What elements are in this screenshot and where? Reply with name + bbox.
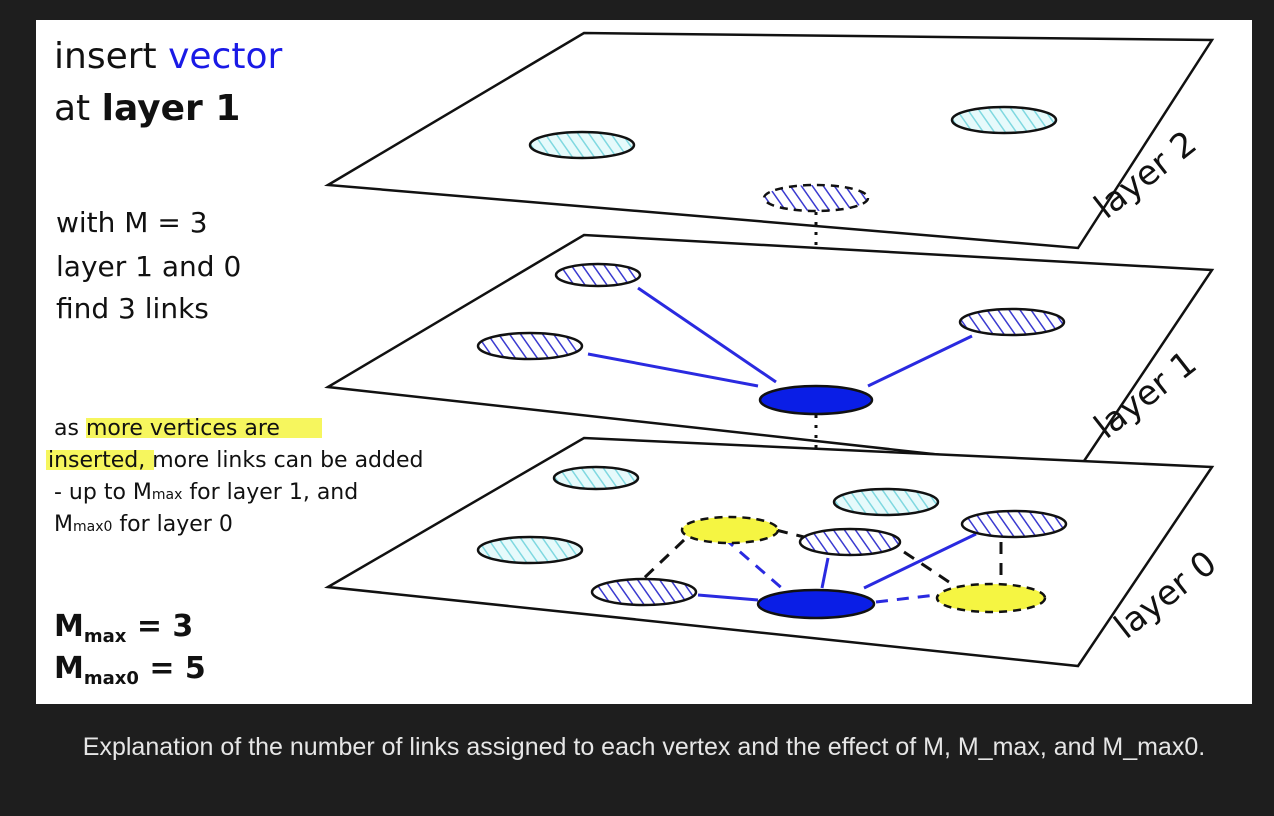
- layer0-vertex-6: [590, 577, 698, 607]
- mmax-m: M: [54, 609, 84, 644]
- layer1-link-3: [867, 334, 973, 388]
- note-up-to: - up to M: [54, 480, 152, 505]
- layer0-vertex-5: [960, 509, 1068, 539]
- note-line-2: inserted, more links can be added: [48, 448, 423, 473]
- note-highlight-2: inserted: [48, 448, 138, 473]
- title-insert: insert: [54, 36, 168, 77]
- hnsw-layers-diagram: layer 2 layer 1 layer 0 insert vector at…: [46, 31, 1224, 689]
- layer0-new-vertex: [756, 588, 876, 620]
- mmax-sub: max: [84, 626, 127, 647]
- layer-1-plane: [324, 233, 1215, 472]
- note-layer0: for layer 0: [112, 512, 232, 537]
- layer2-vertex-1: [528, 130, 636, 160]
- note-line-1: as more vertices are: [54, 416, 280, 441]
- layer0-future-vertex-1: [680, 515, 780, 545]
- highlight-1: [86, 418, 322, 438]
- diagram-figure: layer 2 layer 1 layer 0 insert vector at…: [36, 20, 1252, 704]
- layer1-link-2: [587, 352, 759, 388]
- note-sub-max0: max0: [73, 519, 112, 535]
- mmax-line: Mmax = 3: [54, 609, 193, 647]
- title-vector: vector: [168, 36, 282, 77]
- note-highlight-1: more vertices are: [86, 416, 280, 441]
- layer1-new-vertex: [758, 384, 874, 416]
- layer0-link-dashed-3: [640, 538, 686, 582]
- note-rest: , more links can be added: [138, 448, 423, 473]
- title-layer: layer 1: [102, 88, 241, 129]
- layer0-link-solid-3: [863, 532, 977, 590]
- layer0-link-dashed-1: [723, 536, 785, 592]
- layer0-link-solid-2: [820, 557, 830, 589]
- note-m: M: [54, 512, 73, 537]
- highlight-2: [46, 450, 154, 470]
- note-layer1: for layer 1, and: [182, 480, 358, 505]
- mmax0-line: Mmax0 = 5: [54, 651, 206, 689]
- layer0-future-vertex-2: [935, 582, 1047, 614]
- layer0-vertex-1: [552, 465, 640, 491]
- figure-caption: Explanation of the number of links assig…: [82, 733, 1206, 761]
- title-at: at: [54, 88, 102, 129]
- note-line-3: - up to Mmax for layer 1, and: [54, 480, 358, 505]
- layer-0-plane: [324, 436, 1215, 668]
- note-line-4: Mmax0 for layer 0: [54, 512, 233, 537]
- layer0-vertex-4: [798, 527, 902, 557]
- note-as: as: [54, 416, 86, 441]
- layer-2-plane: [324, 31, 1215, 250]
- mmax-value: = 3: [126, 609, 193, 644]
- m-line-3: find 3 links: [56, 292, 209, 325]
- layer0-vertex-2: [476, 535, 584, 565]
- layer0-link-dashed-5: [903, 550, 959, 590]
- layer2-ghost-vertex: [762, 183, 870, 213]
- layer0-vertex-3: [832, 487, 940, 517]
- layer2-vertex-2: [950, 105, 1058, 135]
- mmax0-sub: max0: [84, 668, 139, 689]
- m-line-1: with M = 3: [56, 206, 208, 239]
- mmax0-value: = 5: [139, 651, 206, 686]
- note-sub-max: max: [152, 487, 183, 503]
- layer0-link-dashed-4: [775, 528, 817, 542]
- mmax0-m: M: [54, 651, 84, 686]
- title-line-2: at layer 1: [54, 88, 240, 129]
- layer1-vertex-3: [958, 307, 1066, 337]
- layer1-vertex-1: [554, 262, 642, 288]
- title-line-1: insert vector: [54, 36, 282, 77]
- layer0-link-dashed-2: [875, 593, 937, 604]
- m-line-2: layer 1 and 0: [56, 250, 241, 283]
- layer1-vertex-2: [476, 331, 584, 361]
- layer1-link-1: [637, 286, 777, 384]
- layer0-link-solid-1: [697, 593, 759, 602]
